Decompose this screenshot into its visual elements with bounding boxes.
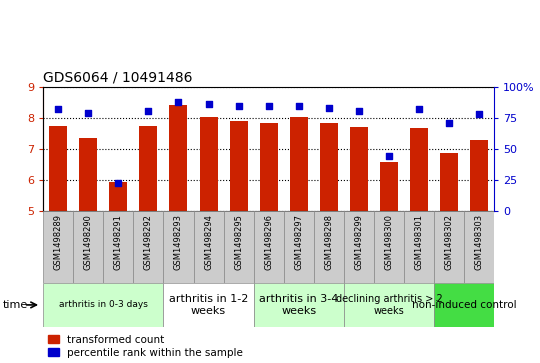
- FancyBboxPatch shape: [103, 211, 133, 283]
- Text: GSM1498297: GSM1498297: [294, 214, 303, 270]
- FancyBboxPatch shape: [314, 211, 344, 283]
- Bar: [380, 162, 398, 211]
- Bar: [109, 182, 127, 211]
- Legend: transformed count, percentile rank within the sample: transformed count, percentile rank withi…: [49, 335, 243, 358]
- FancyBboxPatch shape: [434, 283, 494, 327]
- Point: [445, 120, 454, 126]
- Text: GSM1498289: GSM1498289: [54, 214, 63, 270]
- Bar: [350, 127, 368, 211]
- Point: [174, 99, 183, 105]
- Bar: [410, 128, 428, 211]
- Text: GSM1498293: GSM1498293: [174, 214, 183, 270]
- Text: declining arthritis > 2
weeks: declining arthritis > 2 weeks: [335, 294, 442, 316]
- Text: GSM1498299: GSM1498299: [354, 214, 363, 270]
- FancyBboxPatch shape: [224, 211, 254, 283]
- FancyBboxPatch shape: [133, 211, 164, 283]
- FancyBboxPatch shape: [73, 211, 103, 283]
- Text: arthritis in 0-3 days: arthritis in 0-3 days: [59, 301, 148, 309]
- Bar: [199, 117, 218, 211]
- Bar: [139, 126, 158, 211]
- Text: GSM1498291: GSM1498291: [114, 214, 123, 270]
- Bar: [49, 126, 68, 211]
- FancyBboxPatch shape: [193, 211, 224, 283]
- Bar: [470, 140, 488, 211]
- Text: GSM1498294: GSM1498294: [204, 214, 213, 270]
- Text: GSM1498302: GSM1498302: [444, 214, 454, 270]
- Text: non-induced control: non-induced control: [411, 300, 516, 310]
- Text: arthritis in 1-2
weeks: arthritis in 1-2 weeks: [169, 294, 248, 316]
- FancyBboxPatch shape: [404, 211, 434, 283]
- Point: [294, 103, 303, 109]
- Text: GSM1498296: GSM1498296: [264, 214, 273, 270]
- FancyBboxPatch shape: [43, 211, 73, 283]
- Text: GDS6064 / 10491486: GDS6064 / 10491486: [43, 70, 193, 85]
- Point: [475, 111, 483, 117]
- FancyBboxPatch shape: [43, 283, 164, 327]
- Point: [204, 102, 213, 107]
- Bar: [289, 117, 308, 211]
- FancyBboxPatch shape: [254, 211, 284, 283]
- Bar: [230, 121, 248, 211]
- FancyBboxPatch shape: [344, 211, 374, 283]
- FancyBboxPatch shape: [464, 211, 494, 283]
- Point: [144, 108, 153, 114]
- Text: arthritis in 3-4
weeks: arthritis in 3-4 weeks: [259, 294, 339, 316]
- Bar: [260, 123, 278, 211]
- Text: GSM1498292: GSM1498292: [144, 214, 153, 270]
- Point: [415, 106, 423, 112]
- Point: [114, 180, 123, 186]
- Bar: [79, 138, 97, 211]
- Point: [84, 110, 93, 116]
- Point: [265, 103, 273, 109]
- Text: GSM1498303: GSM1498303: [475, 214, 484, 270]
- FancyBboxPatch shape: [434, 211, 464, 283]
- Bar: [440, 152, 458, 211]
- Text: time: time: [3, 300, 28, 310]
- Bar: [320, 123, 338, 211]
- Point: [234, 103, 243, 109]
- FancyBboxPatch shape: [164, 211, 193, 283]
- Point: [355, 108, 363, 114]
- Text: GSM1498298: GSM1498298: [325, 214, 333, 270]
- Text: GSM1498301: GSM1498301: [415, 214, 423, 270]
- Point: [325, 105, 333, 111]
- FancyBboxPatch shape: [254, 283, 344, 327]
- Text: GSM1498295: GSM1498295: [234, 214, 243, 270]
- Point: [54, 106, 63, 112]
- Text: GSM1498300: GSM1498300: [384, 214, 394, 270]
- FancyBboxPatch shape: [284, 211, 314, 283]
- Bar: [170, 105, 187, 211]
- Text: GSM1498290: GSM1498290: [84, 214, 93, 270]
- Point: [384, 153, 393, 159]
- FancyBboxPatch shape: [344, 283, 434, 327]
- FancyBboxPatch shape: [374, 211, 404, 283]
- FancyBboxPatch shape: [164, 283, 254, 327]
